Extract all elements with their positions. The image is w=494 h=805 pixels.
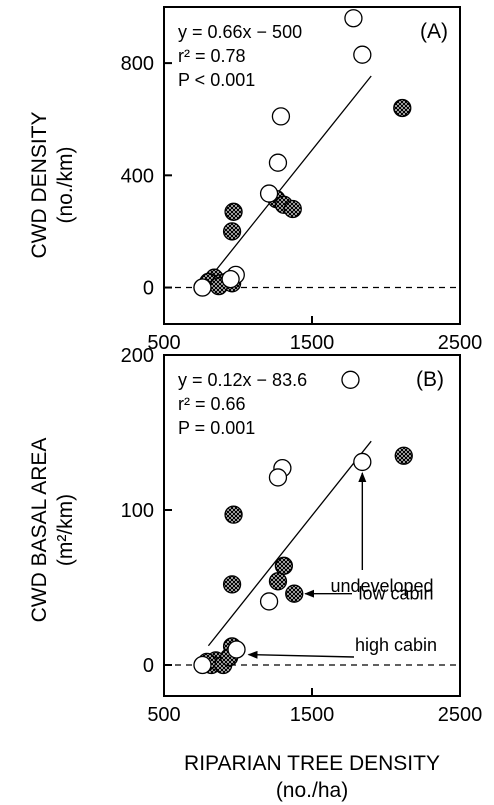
panel-b-annotation-low-cabin: low cabin [358, 584, 433, 604]
panel-b-hatched-point [224, 505, 243, 524]
panel-b-open-point [341, 370, 360, 389]
panel-b-regression-line [207, 440, 372, 647]
panel-a-x-tick-label: 1500 [290, 332, 335, 354]
panel-a-open-point [268, 153, 288, 172]
panel-a-x-tick-label: 2500 [438, 332, 483, 354]
panel-b-ylabel-line2: (m²/km) [54, 494, 77, 566]
panel-b-y-tick-label: 100 [121, 500, 154, 522]
panel-a-hatched-point [222, 222, 242, 241]
panel-b-hatched-point [285, 584, 304, 603]
panel-a-equation-line: r² = 0.78 [178, 46, 246, 66]
panel-a-regression-line [206, 75, 372, 282]
panel-b-x-tick-label: 2500 [438, 704, 483, 726]
panel-b-open-point [268, 468, 288, 487]
panel-b-hatched-point [274, 556, 294, 575]
panel-b-annotation-undeveloped: undeveloped [330, 576, 433, 596]
panel-b-open-point [259, 592, 279, 611]
panel-b-open-point [193, 655, 212, 675]
panel-b-high-cabin-arrow [247, 650, 355, 659]
panel-b-panel-label: (B) [416, 368, 444, 391]
panel-a-open-point [271, 107, 291, 126]
panel-b-annotation-high-cabin: high cabin [355, 635, 437, 655]
panel-b-x-tick-label: 1500 [290, 704, 335, 726]
panel-b: CWD BASAL AREA (m²/km) RIPARIAN TREE DEN… [28, 345, 482, 802]
panel-a-equation-line: P < 0.001 [178, 70, 255, 90]
panel-a-open-point [193, 278, 212, 297]
panel-a-open-point [259, 184, 279, 203]
panel-a-ylabel-line1: CWD DENSITY [28, 112, 51, 259]
panel-a: CWD DENSITY (no./km) 500 1500 2500 0 400 800 y… [28, 6, 483, 354]
panel-a-ylabel-line2: (no./km) [54, 146, 77, 223]
panel-a-hatched-point [283, 199, 302, 219]
panel-b-equation-line: P = 0.001 [178, 418, 255, 438]
panel-a-hatched-point [224, 202, 243, 221]
panel-b-y-tick-label: 0 [143, 655, 154, 677]
panel-b-x-tick-label: 500 [147, 704, 180, 726]
panel-b-y-tick-label: 200 [121, 345, 154, 367]
panel-a-y-tick-label: 400 [121, 165, 154, 187]
panel-a-equation-line: y = 0.66x − 500 [178, 22, 302, 42]
panel-a-open-point [353, 45, 372, 64]
panel-b-ylabel-line1: CWD BASAL AREA [28, 438, 51, 623]
panel-b-equation-line: r² = 0.66 [178, 394, 246, 414]
panel-b-hatched-point [268, 572, 288, 591]
panel-a-open-point [221, 269, 240, 289]
panel-b-xlabel-line1: RIPARIAN TREE DENSITY [184, 752, 440, 775]
panel-b-xlabel-line2: (no./ha) [276, 779, 348, 802]
panel-a-hatched-point [393, 98, 412, 118]
panel-b-open-point [353, 452, 372, 472]
panel-a-x-tick-label: 500 [147, 332, 180, 354]
panel-b-hatched-point [394, 446, 413, 465]
panel-b-open-point [227, 640, 246, 659]
panel-a-y-tick-label: 0 [143, 278, 154, 300]
panel-a-open-point [344, 9, 363, 28]
panel-a-y-tick-label: 800 [121, 53, 154, 75]
panel-b-equation-line: y = 0.12x − 83.6 [178, 370, 307, 390]
panel-a-panel-label: (A) [420, 20, 448, 43]
panel-b-hatched-point [222, 575, 242, 594]
